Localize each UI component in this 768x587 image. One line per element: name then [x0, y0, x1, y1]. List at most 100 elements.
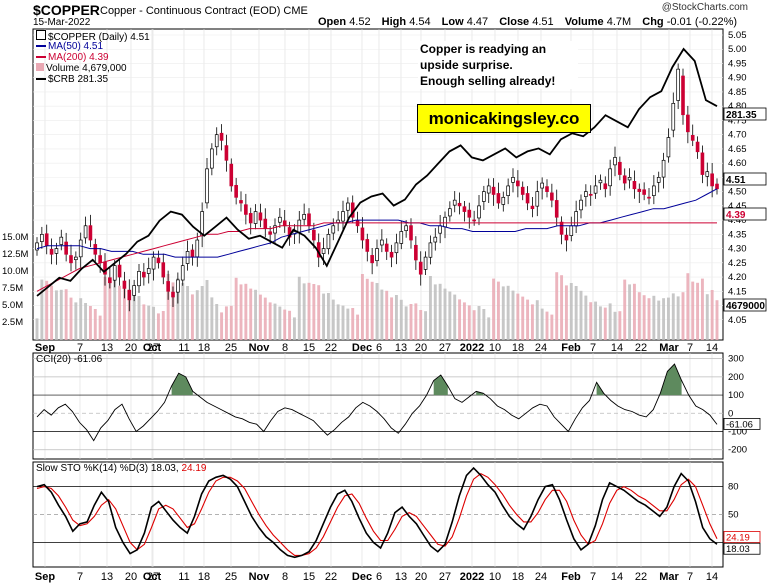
volume-bar: [589, 302, 593, 340]
volume-bar: [676, 296, 680, 340]
candle-body: [559, 221, 564, 235]
price-y-tick: 4.75: [728, 115, 747, 126]
volume-bar: [700, 278, 704, 340]
volume-label: Volume: [564, 16, 604, 28]
legend-ma50-text: MA(50) 4.51: [48, 41, 104, 52]
volume-bar: [632, 283, 636, 340]
volume-bar: [647, 298, 651, 340]
volume-bar: [317, 285, 321, 340]
candle-body: [457, 202, 462, 207]
volume-bar: [380, 289, 384, 340]
candle-body: [676, 68, 680, 101]
x-tick-label: 8: [282, 342, 288, 354]
candle-body: [117, 264, 122, 278]
candle-body: [520, 186, 525, 195]
volume-bar: [375, 283, 379, 340]
volume-bar: [108, 281, 112, 340]
x-tick-label-bottom: 18: [198, 571, 210, 583]
volume-bar: [360, 274, 364, 340]
candle-body: [491, 186, 496, 195]
candle-body: [652, 185, 656, 196]
candle-body: [414, 244, 418, 261]
volume-bar: [594, 301, 598, 340]
price-tag-text: 4679000: [726, 301, 765, 312]
candle-swatch: [36, 30, 46, 40]
candle-body: [263, 218, 268, 229]
website-banner: monicakingsley.co: [417, 104, 591, 133]
x-tick-label-bottom: Dec: [352, 571, 372, 583]
candle-body: [108, 277, 112, 284]
x-tick-label: 14: [611, 342, 623, 354]
candle-body: [375, 248, 379, 262]
candle-body: [637, 188, 642, 192]
volume-bar: [244, 283, 248, 340]
volume-bar: [195, 290, 199, 340]
volume-bar: [462, 302, 466, 340]
candle-body: [258, 212, 263, 221]
candle-body: [443, 216, 447, 228]
cci-y-tick: -200: [728, 445, 747, 456]
price-y-tick: 5.00: [728, 44, 747, 55]
candle-body: [380, 239, 384, 246]
volume-bar: [103, 276, 107, 340]
x-tick-label-bottom: 27: [147, 571, 159, 583]
volume-bar: [414, 303, 418, 340]
stockcharts-brand: @StockCharts.com: [661, 2, 748, 13]
cci-y-tick: 300: [728, 354, 744, 365]
volume-bar: [312, 284, 316, 340]
volume-bar: [574, 286, 578, 340]
candle-body: [584, 191, 588, 197]
x-tick-label: 6: [376, 342, 382, 354]
x-tick-label: Dec: [352, 342, 372, 354]
annotation-line-2: upside surprise.: [420, 58, 513, 72]
candle-body: [550, 192, 554, 201]
volume-bar: [205, 280, 209, 340]
x-tick-label: 27: [147, 342, 159, 354]
candle-body: [404, 225, 408, 231]
x-tick-label: 10: [489, 342, 501, 354]
candle-body: [365, 239, 370, 252]
volume-bar: [579, 290, 583, 340]
annotation-line-3: Enough selling already!: [420, 74, 556, 88]
volume-bar: [526, 299, 530, 340]
ma50-swatch: [36, 45, 46, 48]
sto-y-tick: 50: [728, 510, 739, 521]
candle-body: [229, 163, 234, 187]
ticker-symbol: $COPPER: [33, 2, 100, 18]
volume-bar: [200, 286, 204, 340]
candle-body: [180, 265, 185, 281]
x-tick-label: 20: [125, 342, 137, 354]
volume-bar: [560, 275, 564, 340]
high-value: 4.54: [409, 16, 431, 28]
volume-bar: [84, 303, 88, 340]
volume-bar: [54, 290, 58, 340]
close-label: Close: [499, 16, 530, 28]
volume-bar: [521, 296, 525, 340]
x-tick-label: 7: [590, 342, 596, 354]
cci-y-tick: -100: [728, 427, 747, 438]
x-tick-label-bottom: 7: [77, 571, 83, 583]
volume-bar: [370, 281, 374, 340]
price-tag-text: 4.51: [726, 175, 746, 186]
open-label: Open: [318, 16, 347, 28]
chg-label: Chg: [642, 16, 664, 28]
x-tick-label: 13: [101, 342, 113, 354]
volume-bar: [453, 294, 457, 340]
candle-body: [389, 251, 394, 258]
candle-body: [705, 171, 710, 177]
ma200-swatch: [36, 56, 46, 59]
x-tick-label: Nov: [249, 342, 271, 354]
volume-swatch: [36, 63, 44, 71]
volume-bar: [254, 289, 258, 340]
volume-bar: [88, 306, 92, 340]
candle-body: [268, 231, 272, 235]
price-tag-text: 4.39: [726, 210, 746, 221]
volume-bar: [93, 309, 97, 340]
candle-body: [253, 211, 258, 224]
ohlc-summary: Open 4.52 High 4.54 Low 4.47 Close 4.51 …: [318, 16, 745, 28]
x-tick-label-bottom: 13: [395, 571, 407, 583]
cci-y-tick: 200: [728, 372, 744, 383]
candle-body: [190, 249, 195, 258]
volume-bar: [428, 276, 432, 340]
candle-body: [545, 186, 549, 192]
